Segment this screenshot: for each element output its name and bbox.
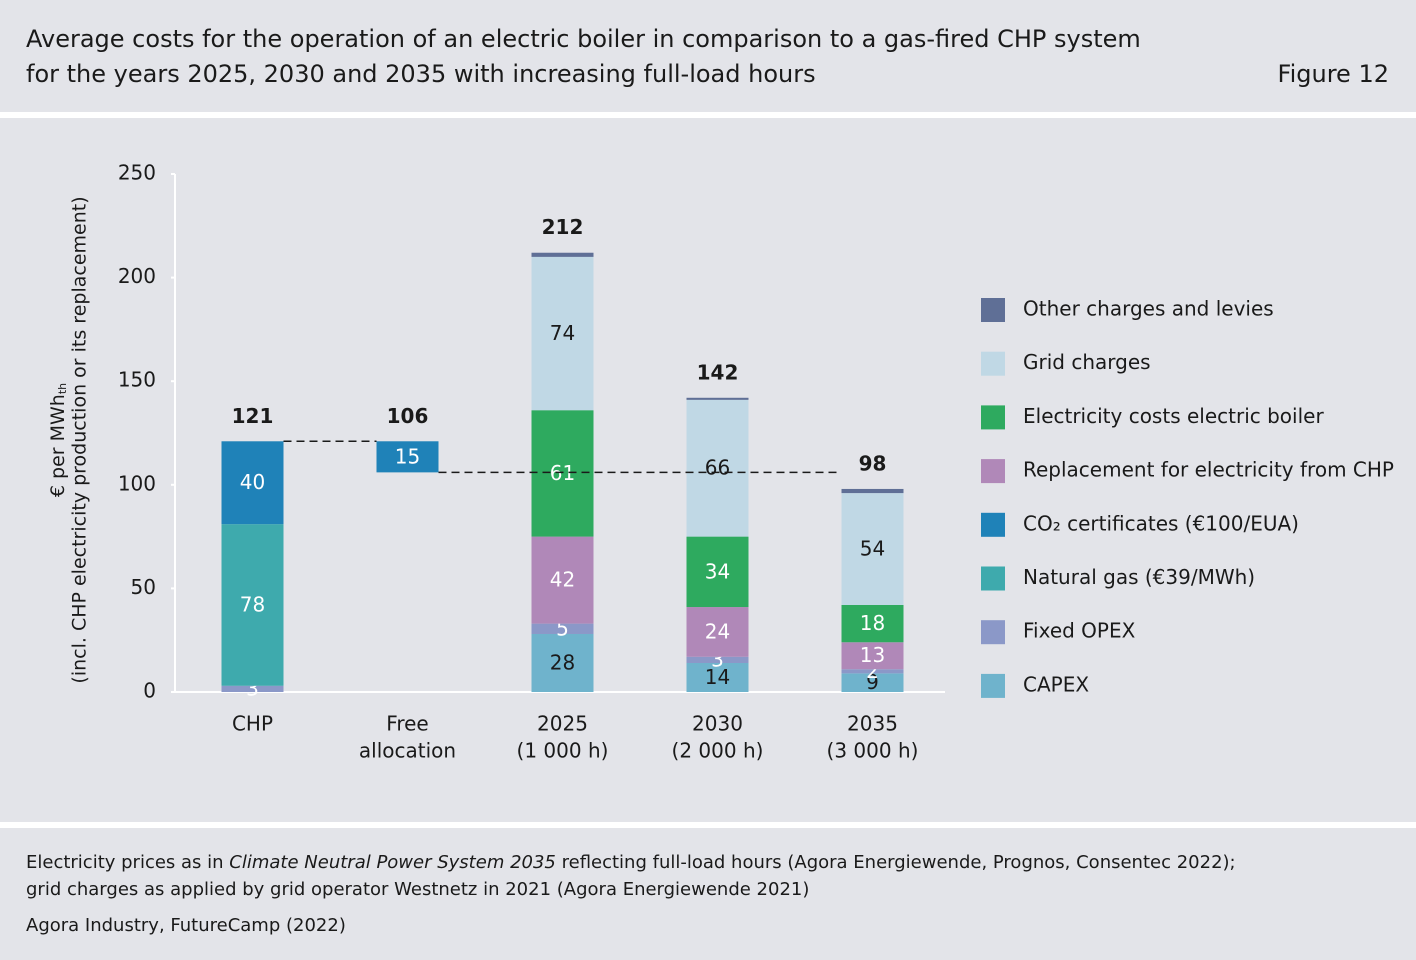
legend-swatch [981,405,1005,430]
bar-segment [531,623,594,634]
legend-swatch [981,512,1005,537]
total-label: 106 [387,404,429,428]
y-label-text: € per MWh [47,394,69,497]
legend-swatch [981,673,1005,698]
value-label: 9 [866,670,879,694]
value-label: 28 [550,650,575,674]
bar-segment [841,673,904,692]
value-label: 13 [860,643,885,667]
value-label: 54 [860,537,885,561]
x-tick-label: (2 000 h) [672,739,764,763]
source: Agora Industry, FutureCamp (2022) [26,915,346,936]
figure-label: Figure 12 [1278,60,1389,88]
bar-segment [686,397,749,400]
y-tick-label: 250 [118,161,156,185]
title: for the years 2025, 2030 and 2035 with i… [26,60,816,88]
total-label: 212 [542,215,584,239]
legend-label: Natural gas (€39/MWh) [1023,565,1255,589]
bar-segment [686,662,749,692]
x-tick-label: 2030 [692,712,743,736]
value-label: 24 [705,619,730,643]
legend-label: Fixed OPEX [1023,619,1136,643]
value-label: 34 [705,559,730,583]
x-tick-label: allocation [359,739,456,763]
y-tick-label: 150 [118,368,156,392]
bar-segment [841,642,904,670]
bar-segment [531,536,594,624]
x-tick-label: (1 000 h) [517,739,609,763]
total-label: 121 [232,404,274,428]
bar-segment [686,399,749,537]
note-part: Electricity prices as in [26,852,229,873]
note: Electricity prices as in Climate Neutral… [26,852,1236,873]
bar-segment [841,669,904,674]
legend-label: Other charges and levies [1023,297,1274,321]
value-label: 66 [705,456,730,480]
bar-segment [841,488,904,494]
y-label: (incl. CHP electricity production or its… [69,196,91,683]
bar-segment [686,656,749,663]
note-part: Climate Neutral Power System 2035 [229,852,556,873]
bar-segment [531,256,594,411]
legend-swatch [981,566,1005,591]
x-tick-label: (3 000 h) [827,739,919,763]
legend-label: CAPEX [1023,672,1089,696]
y-label-sub: th [56,383,69,394]
y-tick-label: 100 [118,471,156,495]
separator [0,822,1416,828]
y-tick-label: 200 [118,264,156,288]
legend-swatch [981,620,1005,645]
y-tick-label: 50 [131,575,156,599]
bar-segment [531,633,594,692]
total-label: 142 [697,360,739,384]
x-tick-label: CHP [232,712,273,736]
value-label: 18 [860,611,885,635]
legend-label: Grid charges [1023,350,1151,374]
value-label: 74 [550,321,575,345]
legend-swatch [981,298,1005,322]
value-label: 14 [705,665,730,689]
legend-label: CO₂ certificates (€100/EUA) [1023,511,1299,535]
y-label: € per MWhth [47,383,70,497]
note: grid charges as applied by grid operator… [26,879,809,900]
y-tick-label: 0 [143,679,156,703]
x-tick-label: Free [386,712,428,736]
bar-segment [686,536,749,608]
bar-segment [221,685,284,692]
legend-swatch [981,459,1005,484]
bar-segment [531,410,594,537]
bar-segment [686,607,749,657]
bar-segment [221,441,284,525]
value-label: 40 [240,470,265,494]
legend-label: Electricity costs electric boiler [1023,404,1324,428]
bar-segment [841,604,904,643]
x-tick-label: 2025 [537,712,588,736]
value-label: 78 [240,592,265,616]
bar-segment [531,252,594,257]
separator [0,112,1416,118]
bar-segment [841,493,904,605]
legend-swatch [981,351,1005,376]
legend-label: Replacement for electricity from CHP [1023,458,1394,482]
x-tick-label: 2035 [847,712,898,736]
value-label: 15 [395,444,420,468]
value-label: 42 [550,568,575,592]
title: Average costs for the operation of an el… [26,25,1141,53]
total-label: 98 [859,451,887,475]
bar-segment [221,524,284,686]
bar-segment [376,441,439,473]
note-part: reflecting full-load hours (Agora Energi… [556,852,1236,873]
